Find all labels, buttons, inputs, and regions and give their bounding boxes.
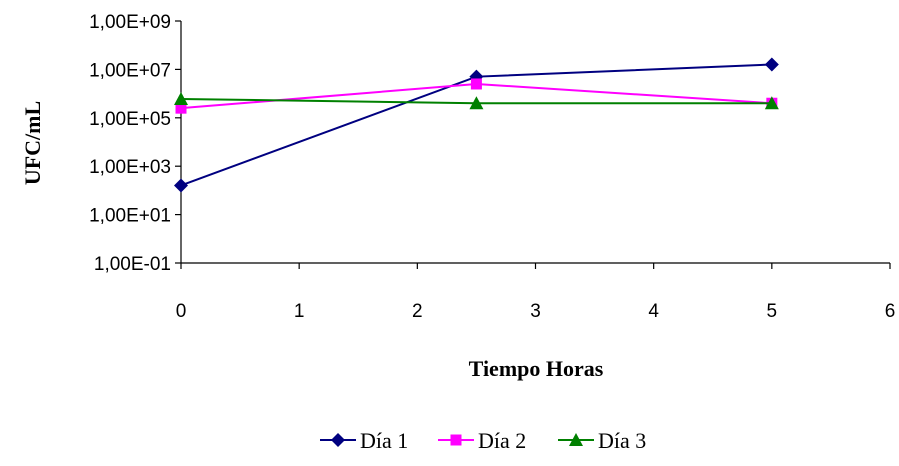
x-tick-label: 5 <box>767 301 778 322</box>
legend-marker <box>450 434 462 446</box>
legend-label: Día 3 <box>598 428 646 453</box>
data-point <box>175 102 187 114</box>
y-axis-title: UFC/mL <box>20 101 45 185</box>
data-point <box>764 96 779 110</box>
legend-marker <box>331 433 345 447</box>
legend-marker <box>569 433 583 446</box>
legend: Día 1 Día 2 Día 3 <box>320 428 646 453</box>
plot-series <box>174 57 779 193</box>
x-tick-label: 4 <box>648 301 659 322</box>
data-point <box>764 57 779 72</box>
series-d-a-1 <box>174 57 779 193</box>
x-tick-label: 0 <box>176 301 187 322</box>
y-tick-label: 1,00E+05 <box>89 109 171 130</box>
x-axis-title: Tiempo Horas <box>469 356 604 381</box>
legend-item: Día 3 <box>558 428 646 453</box>
data-point <box>174 178 188 193</box>
legend-item: Día 2 <box>438 428 526 453</box>
x-tick-label: 2 <box>412 301 423 322</box>
y-tick-label: 1,00E+09 <box>89 12 171 33</box>
x-tick-label: 3 <box>530 301 541 322</box>
x-tick-label: 6 <box>885 301 896 322</box>
data-point <box>174 91 188 105</box>
legend-label: Día 2 <box>478 428 526 453</box>
x-axis: 0 1 2 3 4 5 6 <box>176 262 896 322</box>
y-axis: 1,00E-01 1,00E+01 1,00E+03 1,00E+05 1,00E+07… <box>89 12 182 275</box>
data-point <box>469 96 484 110</box>
legend-item: Día 1 <box>320 428 408 453</box>
data-point <box>470 78 482 90</box>
x-tick-label: 1 <box>294 301 305 322</box>
y-tick-label: 1,00E-01 <box>94 254 171 275</box>
y-tick-label: 1,00E+07 <box>89 60 171 81</box>
y-tick-label: 1,00E+03 <box>89 157 171 178</box>
legend-label: Día 1 <box>360 428 408 453</box>
series-d-a-3 <box>174 91 779 110</box>
y-tick-label: 1,00E+01 <box>89 206 171 227</box>
